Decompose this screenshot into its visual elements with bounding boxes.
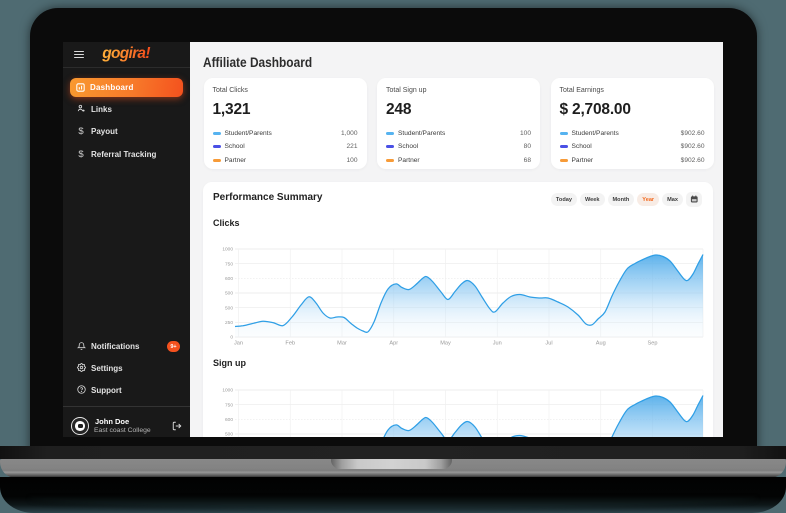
svg-text:1000: 1000 <box>222 388 233 394</box>
svg-text:500: 500 <box>225 432 233 437</box>
svg-text:Feb: Feb <box>285 341 295 347</box>
svg-text:Jan: Jan <box>234 341 243 347</box>
svg-text:600: 600 <box>225 417 233 423</box>
svg-text:Jun: Jun <box>493 341 502 347</box>
svg-text:Sep: Sep <box>648 341 658 347</box>
svg-text:600: 600 <box>225 276 233 282</box>
svg-text:Aug: Aug <box>596 341 606 347</box>
svg-text:Jul: Jul <box>545 341 552 347</box>
svg-text:750: 750 <box>225 402 233 408</box>
svg-text:May: May <box>440 341 451 347</box>
svg-text:1000: 1000 <box>222 247 233 253</box>
svg-text:500: 500 <box>225 291 233 297</box>
svg-text:Apr: Apr <box>389 341 398 347</box>
svg-text:500: 500 <box>225 305 233 311</box>
svg-text:0: 0 <box>230 335 233 341</box>
svg-text:Mar: Mar <box>337 341 347 347</box>
svg-text:750: 750 <box>225 261 233 267</box>
svg-text:250: 250 <box>225 320 233 326</box>
